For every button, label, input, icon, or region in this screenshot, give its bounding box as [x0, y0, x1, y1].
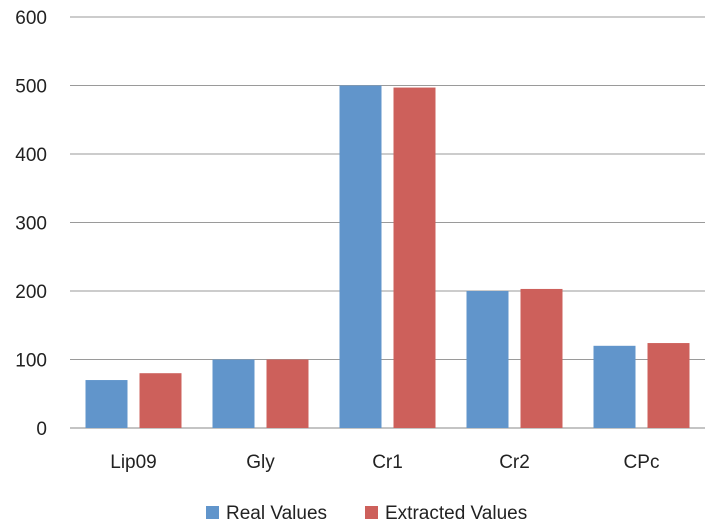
y-tick-label: 200 — [15, 282, 47, 303]
bar-real-values-lip09 — [85, 380, 128, 428]
bar-extracted-values-cr2 — [520, 288, 563, 428]
y-axis-ticks: 0 100 200 300 400 500 600 — [15, 8, 47, 440]
y-tick-label: 100 — [15, 351, 47, 372]
x-tick-label: CPc — [624, 452, 660, 473]
bar-extracted-values-gly — [266, 359, 309, 428]
x-tick-label: Cr2 — [499, 452, 530, 473]
y-tick-label: 400 — [15, 145, 47, 166]
y-tick-label: 500 — [15, 77, 47, 98]
bar-real-values-cr2 — [466, 291, 509, 428]
bar-extracted-values-lip09 — [139, 373, 182, 428]
legend-label: Extracted Values — [385, 503, 527, 524]
x-tick-label: Gly — [246, 452, 275, 473]
bars — [85, 85, 690, 429]
bar-real-values-cpc — [593, 345, 636, 428]
bar-extracted-values-cpc — [647, 343, 690, 428]
legend-item-extracted-values: Extracted Values — [365, 503, 527, 524]
x-axis-ticks: Lip09 Gly Cr1 Cr2 CPc — [110, 452, 659, 473]
y-tick-label: 300 — [15, 214, 47, 235]
bar-real-values-cr1 — [339, 85, 382, 428]
x-tick-label: Cr1 — [372, 452, 403, 473]
bar-real-values-gly — [212, 359, 255, 428]
legend-item-real-values: Real Values — [206, 503, 327, 524]
bar-extracted-values-cr1 — [393, 87, 436, 429]
y-tick-label: 0 — [36, 419, 47, 440]
y-tick-label: 600 — [15, 8, 47, 29]
gridlines — [70, 16, 705, 429]
legend-swatch — [365, 506, 378, 519]
x-tick-label: Lip09 — [110, 452, 157, 473]
legend: Real Values Extracted Values — [206, 503, 527, 524]
legend-swatch — [206, 506, 219, 519]
legend-label: Real Values — [226, 503, 327, 524]
